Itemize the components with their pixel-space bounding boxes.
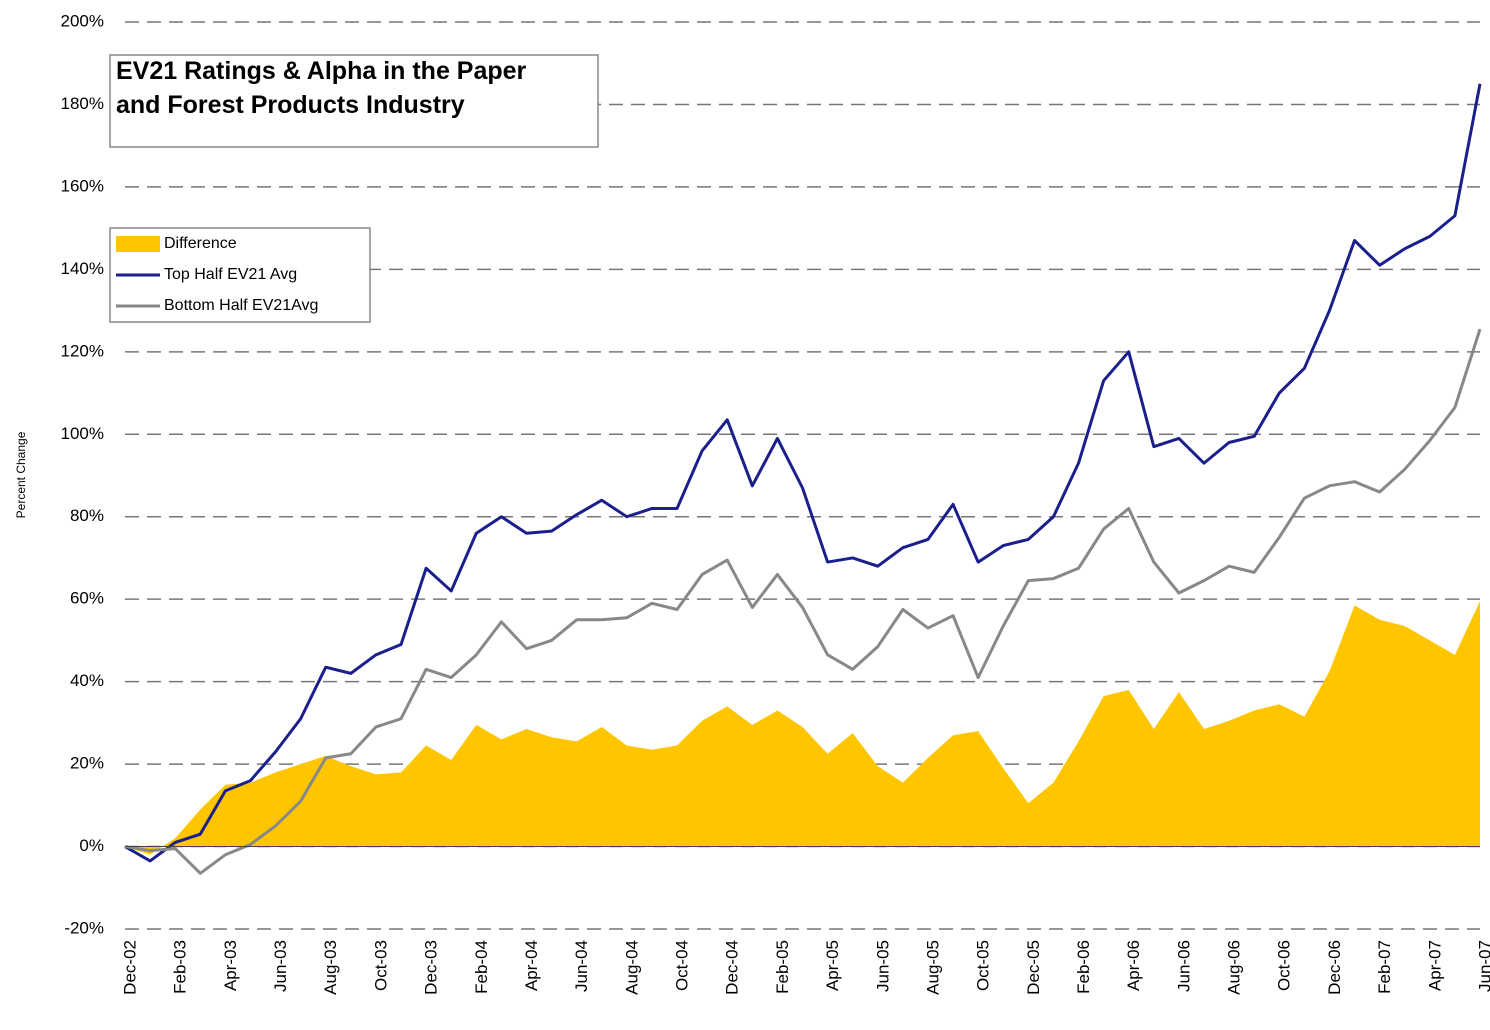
x-tick-label: Feb-05 bbox=[773, 940, 792, 994]
chart-title: EV21 Ratings & Alpha in the Paper and For… bbox=[116, 57, 527, 119]
x-tick-label: Dec-04 bbox=[723, 940, 742, 995]
x-tick-label: Oct-05 bbox=[974, 940, 993, 991]
x-tick-label: Apr-04 bbox=[522, 940, 541, 991]
x-tick-label: Aug-04 bbox=[622, 940, 641, 995]
legend-label: Top Half EV21 Avg bbox=[164, 266, 297, 283]
x-tick-label: Dec-06 bbox=[1325, 940, 1344, 995]
x-tick-label: Feb-03 bbox=[171, 940, 190, 994]
y-tick-label: 100% bbox=[61, 424, 104, 443]
x-tick-label: Apr-07 bbox=[1425, 940, 1444, 991]
y-axis-label: Percent Change bbox=[14, 431, 28, 518]
legend-label: Difference bbox=[164, 235, 237, 252]
x-tick-label: Jun-03 bbox=[271, 940, 290, 992]
y-tick-label: 160% bbox=[61, 176, 104, 195]
y-tick-label: 40% bbox=[70, 671, 104, 690]
y-tick-label: 20% bbox=[70, 754, 104, 773]
x-tick-label: Dec-02 bbox=[120, 940, 139, 995]
x-tick-label: Jun-07 bbox=[1475, 940, 1490, 992]
x-tick-label: Jun-04 bbox=[572, 940, 591, 992]
line bbox=[124, 328, 1482, 875]
x-tick-label: Aug-03 bbox=[321, 940, 340, 995]
y-tick-label: 120% bbox=[61, 341, 104, 360]
y-tick-label: 180% bbox=[61, 94, 104, 113]
x-tick-label: Apr-06 bbox=[1124, 940, 1143, 991]
y-tick-label: 60% bbox=[70, 589, 104, 608]
area bbox=[125, 601, 1480, 855]
title-box bbox=[109, 54, 599, 148]
x-tick-label: Aug-06 bbox=[1225, 940, 1244, 995]
x-tick-label: Dec-03 bbox=[422, 940, 441, 995]
x-tick-label: Jun-05 bbox=[873, 940, 892, 992]
x-tick-label: Feb-04 bbox=[472, 940, 491, 994]
x-tick-label: Dec-05 bbox=[1024, 940, 1043, 995]
x-tick-label: Aug-05 bbox=[923, 940, 942, 995]
y-tick-label: 140% bbox=[61, 259, 104, 278]
y-tick-label: 80% bbox=[70, 506, 104, 525]
x-tick-label: Oct-06 bbox=[1275, 940, 1294, 991]
y-tick-label: 200% bbox=[61, 11, 104, 30]
y-tick-label: -20% bbox=[64, 918, 104, 937]
x-tick-label: Apr-03 bbox=[221, 940, 240, 991]
x-tick-label: Feb-07 bbox=[1375, 940, 1394, 994]
x-tick-label: Oct-03 bbox=[371, 940, 390, 991]
y-tick-label: 0% bbox=[79, 836, 104, 855]
line bbox=[124, 83, 1482, 863]
x-tick-label: Apr-05 bbox=[823, 940, 842, 991]
x-tick-label: Oct-04 bbox=[673, 940, 692, 991]
x-tick-label: Feb-06 bbox=[1074, 940, 1093, 994]
legend-swatch bbox=[116, 236, 160, 252]
x-tick-label: Jun-06 bbox=[1174, 940, 1193, 992]
legend-label: Bottom Half EV21Avg bbox=[164, 297, 318, 314]
